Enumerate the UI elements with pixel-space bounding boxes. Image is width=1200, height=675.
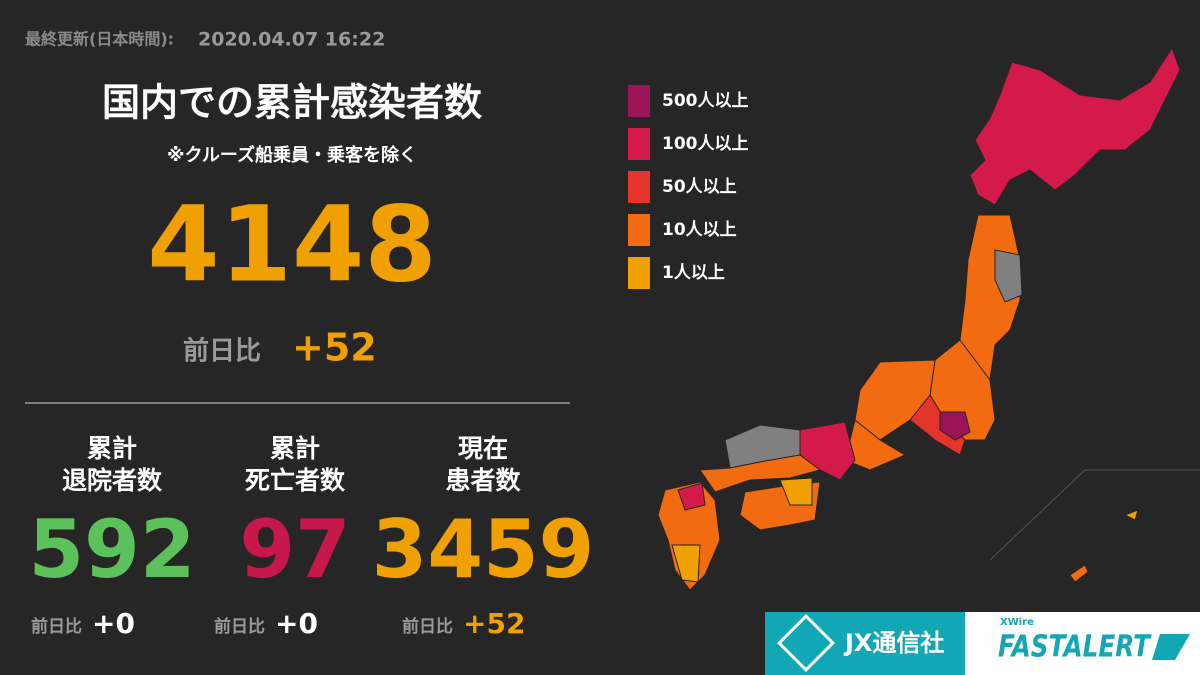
- stat-label: 死亡者数: [245, 466, 346, 495]
- total-diff: +52: [292, 326, 377, 370]
- fastalert-text: FASTALERT: [998, 630, 1152, 665]
- stat-label: 患者数: [445, 466, 521, 495]
- jx-logo-mark: [777, 614, 835, 672]
- map-islands: [1123, 509, 1139, 521]
- map-iwate: [994, 249, 1023, 303]
- stat-diff-label: 前日比: [214, 616, 265, 637]
- map-tokyo: [939, 411, 971, 441]
- note: ※クルーズ船乗員・乗客を除く: [167, 144, 417, 166]
- stat-label: 累計: [87, 434, 137, 463]
- stat-diff-label: 前日比: [31, 616, 82, 637]
- legend-swatch: [628, 171, 650, 203]
- stat-label: 現在: [458, 434, 508, 463]
- map-hokkaido: [969, 46, 1181, 206]
- legend-swatch: [628, 214, 650, 246]
- title: 国内での累計感染者数: [102, 81, 482, 125]
- stat-diff: +0: [92, 607, 135, 640]
- diff-label: 前日比: [183, 336, 261, 367]
- updated-time: 2020.04.07 16:22: [198, 29, 385, 51]
- legend-label: 1人以上: [662, 263, 725, 283]
- legend-label: 10人以上: [662, 220, 737, 240]
- map-fukuoka: [677, 482, 706, 511]
- xwire-text: XWire: [1000, 617, 1034, 628]
- legend-label: 50人以上: [662, 177, 737, 197]
- stat-value: 97: [239, 503, 350, 596]
- japan-map: [657, 46, 1200, 591]
- legend-swatch: [628, 85, 650, 117]
- stat-diff: +0: [275, 607, 318, 640]
- map-kagawa: [779, 477, 813, 506]
- okinawa-frame: [989, 469, 1200, 561]
- map-chugoku: [699, 454, 822, 493]
- map-okinawa: [1069, 564, 1089, 583]
- stat-diff: +52: [463, 607, 525, 640]
- stat-value: 592: [29, 503, 196, 596]
- fastalert-mark: [1152, 634, 1190, 660]
- map-kagoshima: [671, 544, 701, 583]
- stat-value: 3459: [372, 503, 595, 596]
- legend: 500人以上 100人以上 50人以上 10人以上 1人以上: [628, 85, 749, 289]
- stat-label: 累計: [270, 434, 320, 463]
- legend-label: 500人以上: [662, 91, 749, 111]
- total-value: 4148: [147, 183, 436, 305]
- map-kyushu: [657, 481, 721, 591]
- legend-label: 100人以上: [662, 134, 749, 154]
- jx-logo-text: JX通信社: [843, 629, 944, 657]
- stat-diff-label: 前日比: [402, 616, 453, 637]
- map-chubu: [854, 359, 936, 441]
- stat-label: 退院者数: [62, 466, 163, 495]
- legend-swatch: [628, 128, 650, 160]
- legend-swatch: [628, 257, 650, 289]
- updated-label: 最終更新(日本時間):: [25, 30, 174, 49]
